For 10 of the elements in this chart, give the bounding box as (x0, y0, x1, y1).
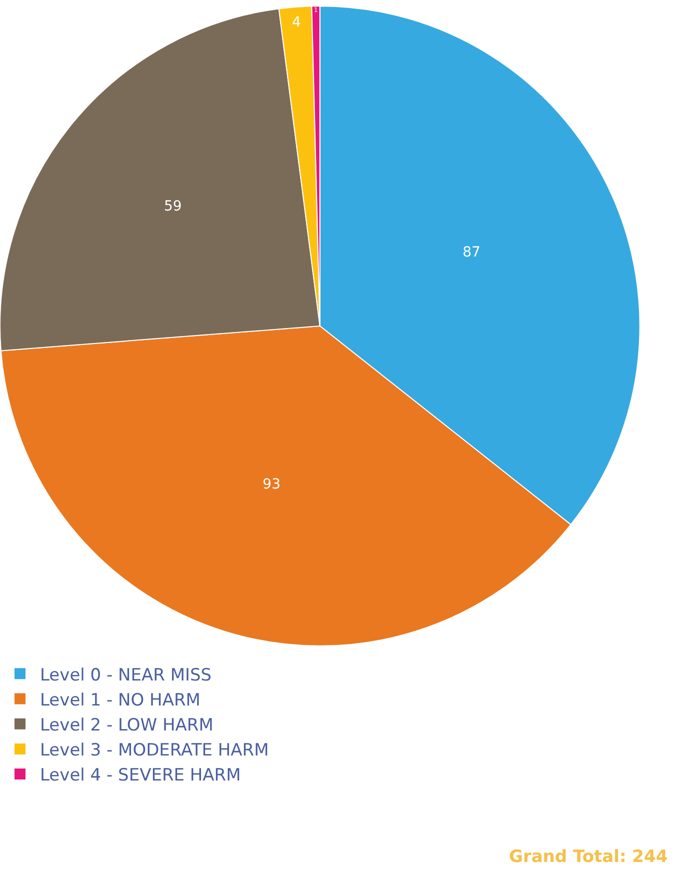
legend-label: Level 2 - LOW HARM (40, 715, 214, 736)
data-label: 93 (262, 476, 280, 492)
data-label: 87 (462, 244, 480, 261)
data-label: 59 (164, 198, 182, 215)
legend-label: Level 3 - MODERATE HARM (40, 740, 269, 761)
legend-label: Level 0 - NEAR MISS (40, 665, 212, 686)
legend-label: Level 4 - SEVERE HARM (40, 766, 241, 786)
data-label: 4 (292, 14, 301, 31)
text: Grand Total: 244 (509, 847, 668, 867)
legend-label: Level 1 - NO HARM (40, 690, 200, 710)
